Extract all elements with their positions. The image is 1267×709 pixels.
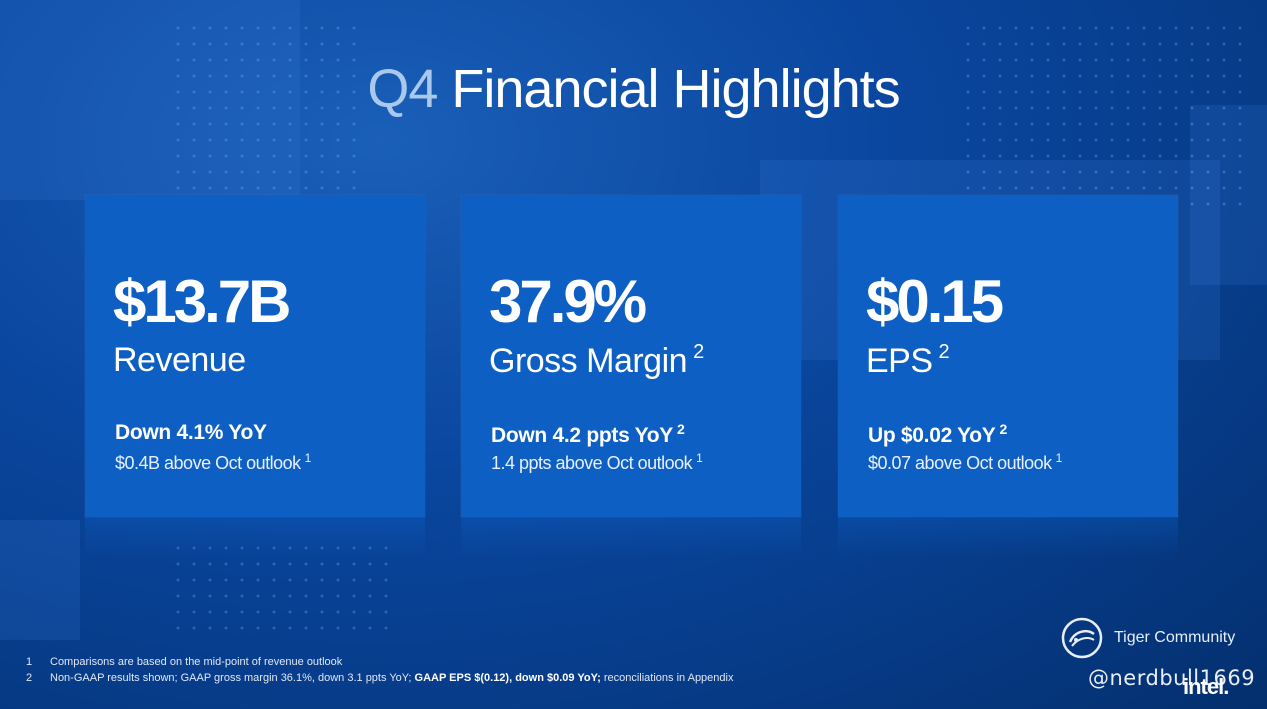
card-outlook-text: $0.4B above Oct outlook <box>115 453 301 473</box>
intel-logo: intel. <box>1183 674 1229 699</box>
card-outlook-text: 1.4 ppts above Oct outlook <box>491 453 693 473</box>
background-tile <box>1190 105 1267 285</box>
gross-margin-card: 37.9% Gross Margin 2 Down 4.2 ppts YoY 2 1… <box>461 195 801 557</box>
footnote-text-bold: GAAP EPS $(0.12), down $0.09 YoY; <box>414 672 601 684</box>
card-change: Down 4.2 ppts YoY 2 <box>491 421 685 448</box>
card-change-text: Down 4.1% YoY <box>115 421 267 444</box>
footnote-number: 2 <box>26 672 33 684</box>
footnote-1: 1 Comparisons are based on the mid-point… <box>26 654 733 670</box>
tiger-community-watermark: Tiger Community <box>1060 616 1250 660</box>
card-label: Gross Margin 2 <box>489 341 704 381</box>
footnote-text-part: Non-GAAP results shown; GAAP gross margi… <box>50 672 415 684</box>
title-text: Financial Highlights <box>437 59 900 119</box>
revenue-card: $13.7B Revenue Down 4.1% YoY $0.4B above… <box>85 195 425 557</box>
card-outlook: 1.4 ppts above Oct outlook 1 <box>491 451 703 474</box>
card-value: $0.15 <box>866 268 1004 335</box>
background-tile <box>0 0 300 200</box>
page-title: Q4 Financial Highlights <box>0 58 1267 120</box>
card-change: Down 4.1% YoY <box>115 421 267 445</box>
footnote-ref: 1 <box>304 451 312 465</box>
footnote-text: Comparisons are based on the mid-point o… <box>50 656 343 668</box>
card-outlook: $0.4B above Oct outlook 1 <box>115 451 311 474</box>
footnote-ref: 2 <box>693 341 704 363</box>
card-label-text: EPS <box>866 342 933 380</box>
background-dot-grid <box>170 540 390 630</box>
card-label: Revenue <box>113 341 246 380</box>
background-dot-grid <box>170 20 360 200</box>
tiger-logo-icon <box>1061 617 1103 659</box>
card-label-text: Revenue <box>113 341 246 379</box>
footnote-ref: 1 <box>696 451 703 465</box>
card-outlook: $0.07 above Oct outlook 1 <box>868 451 1062 474</box>
watermark-handle: @nerdbull1669 <box>1088 666 1256 690</box>
footnote-2: 2 Non-GAAP results shown; GAAP gross mar… <box>26 670 733 686</box>
card-value: 37.9% <box>489 268 647 335</box>
footnote-ref: 2 <box>938 341 950 363</box>
card-label: EPS 2 <box>866 341 950 381</box>
card-outlook-text: $0.07 above Oct outlook <box>868 453 1052 473</box>
footnote-ref: 1 <box>1055 451 1063 465</box>
eps-card: $0.15 EPS 2 Up $0.02 YoY 2 $0.07 above Oct… <box>838 195 1178 557</box>
card-change-text: Down 4.2 ppts YoY <box>491 424 673 447</box>
footnote-number: 1 <box>26 656 33 668</box>
card-label-text: Gross Margin <box>489 342 688 380</box>
card-change: Up $0.02 YoY 2 <box>868 421 1007 448</box>
footnote-text-part: reconciliations in Appendix <box>600 672 734 684</box>
footnotes: 1 Comparisons are based on the mid-point… <box>26 654 733 686</box>
card-change-text: Up $0.02 YoY <box>868 424 996 447</box>
footnote-ref: 2 <box>999 421 1008 437</box>
footnote-text: Non-GAAP results shown; GAAP gross margi… <box>50 670 733 686</box>
footnote-ref: 2 <box>676 421 685 437</box>
card-value: $13.7B <box>113 268 291 335</box>
title-quarter: Q4 <box>367 59 438 119</box>
watermark-text: Tiger Community <box>1114 629 1236 646</box>
background-tile <box>0 520 80 640</box>
background-dot-grid <box>960 20 1250 210</box>
